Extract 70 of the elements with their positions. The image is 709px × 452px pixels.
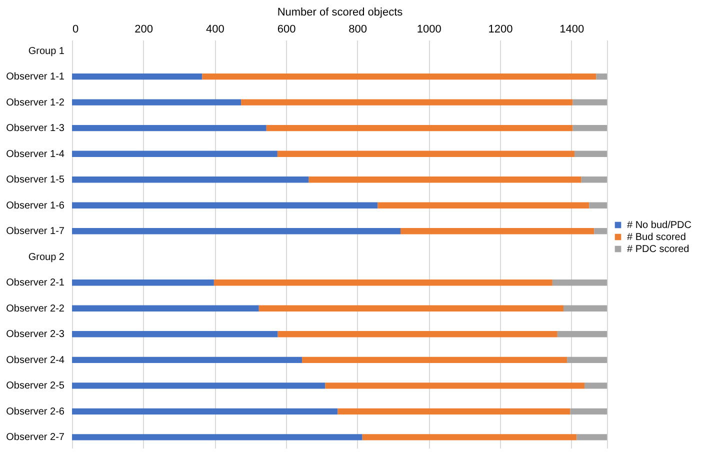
bar bbox=[72, 382, 326, 389]
bar bbox=[302, 356, 568, 363]
bar bbox=[241, 99, 573, 106]
bar bbox=[72, 125, 266, 132]
bar bbox=[589, 202, 607, 208]
y-tick-label: Observer 1-6 bbox=[6, 200, 65, 212]
y-tick-label: Observer 1-7 bbox=[6, 226, 65, 238]
bar bbox=[266, 125, 573, 132]
bar bbox=[378, 202, 590, 208]
bar bbox=[563, 305, 607, 312]
bar bbox=[72, 408, 338, 415]
y-tick-label: Observer 2-7 bbox=[6, 432, 65, 444]
x-tick-label: 600 bbox=[277, 24, 296, 36]
bar bbox=[308, 176, 582, 183]
legend-label: # No bud/PDC bbox=[627, 220, 692, 231]
bar bbox=[596, 73, 607, 80]
y-tick-label: Observer 1-5 bbox=[6, 174, 65, 186]
y-tick-label: Observer 2-3 bbox=[6, 329, 65, 340]
bar bbox=[576, 434, 607, 440]
bar bbox=[325, 382, 585, 389]
x-tick-label: 1200 bbox=[488, 24, 513, 36]
y-tick-label: Group 1 bbox=[28, 46, 65, 57]
bar bbox=[72, 331, 278, 338]
bar bbox=[72, 228, 400, 234]
bar bbox=[72, 176, 309, 183]
legend-label: # Bud scored bbox=[627, 232, 686, 243]
bar bbox=[72, 280, 214, 286]
y-tick-label: Observer 2-5 bbox=[6, 380, 65, 392]
y-tick-label: Observer 1-1 bbox=[6, 72, 65, 83]
bar bbox=[338, 408, 570, 415]
bar bbox=[72, 434, 362, 440]
bar bbox=[572, 99, 607, 106]
bar bbox=[72, 202, 378, 208]
y-tick-label: Observer 2-4 bbox=[6, 354, 65, 366]
bar bbox=[552, 280, 607, 286]
y-tick-label: Observer 1-4 bbox=[6, 148, 65, 160]
y-tick-label: Observer 1-3 bbox=[6, 123, 65, 134]
bar bbox=[594, 228, 607, 234]
bar bbox=[400, 228, 594, 234]
bar bbox=[72, 73, 202, 80]
x-tick-label: 800 bbox=[348, 24, 368, 36]
bar bbox=[258, 305, 564, 312]
x-axis-title: Number of scored objects bbox=[277, 6, 404, 18]
bar bbox=[278, 331, 558, 338]
bar bbox=[202, 73, 596, 80]
x-tick-label: 200 bbox=[134, 24, 154, 36]
bar bbox=[214, 280, 552, 286]
bar bbox=[72, 150, 278, 157]
bar bbox=[72, 305, 259, 312]
bar bbox=[584, 382, 607, 389]
y-tick-label: Group 2 bbox=[28, 252, 65, 263]
x-tick-label: 1400 bbox=[560, 24, 584, 36]
legend-label: # PDC scored bbox=[627, 244, 690, 255]
x-tick-label: 400 bbox=[206, 24, 224, 36]
bar bbox=[362, 434, 577, 440]
bar bbox=[574, 150, 607, 157]
y-tick-label: Observer 2-6 bbox=[6, 406, 65, 418]
bar bbox=[72, 356, 302, 363]
x-tick-label: 1000 bbox=[416, 24, 442, 36]
bar bbox=[572, 125, 607, 132]
bar bbox=[581, 176, 607, 183]
y-tick-label: Observer 2-1 bbox=[6, 278, 65, 289]
y-tick-label: Observer 1-2 bbox=[6, 97, 65, 108]
bar bbox=[567, 356, 607, 363]
bar bbox=[570, 408, 607, 415]
bar bbox=[277, 150, 575, 157]
x-tick-label: 0 bbox=[72, 24, 79, 36]
bar bbox=[72, 99, 242, 106]
bar bbox=[557, 331, 607, 338]
y-tick-label: Observer 2-2 bbox=[6, 303, 65, 314]
